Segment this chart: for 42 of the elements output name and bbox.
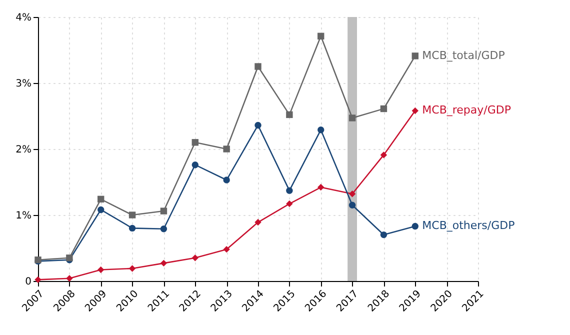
point — [128, 224, 136, 232]
point — [160, 208, 168, 214]
point — [223, 146, 230, 152]
point — [160, 260, 168, 267]
point — [286, 187, 293, 194]
point — [128, 212, 136, 218]
point — [192, 161, 198, 168]
point — [98, 206, 104, 214]
point — [380, 152, 388, 158]
point — [348, 114, 356, 122]
point — [380, 105, 388, 112]
point — [254, 63, 262, 70]
point — [254, 218, 262, 226]
point — [412, 222, 418, 230]
point — [66, 275, 73, 282]
y-tick-label: 2% — [16, 144, 32, 156]
point — [348, 202, 356, 208]
point — [128, 265, 136, 272]
point — [348, 190, 356, 198]
point — [98, 196, 104, 203]
series-label: MCB_repay/GDP — [422, 104, 512, 117]
point — [160, 226, 168, 232]
point — [192, 254, 198, 262]
series-label: MCB_total/GDP — [422, 48, 506, 62]
series-label: MCB_others/GDP — [422, 219, 516, 232]
point — [380, 231, 388, 238]
point — [412, 52, 418, 60]
y-tick-label: 3% — [16, 78, 32, 90]
point — [223, 176, 230, 184]
point — [223, 246, 230, 253]
point — [318, 126, 324, 134]
point — [318, 184, 324, 191]
y-tick-label: 4% — [16, 12, 32, 24]
point — [254, 122, 262, 129]
point — [286, 200, 293, 208]
y-tick-label: 0 — [25, 276, 32, 288]
point — [98, 266, 104, 274]
point — [318, 32, 324, 40]
point — [286, 111, 293, 118]
point — [412, 107, 418, 114]
y-tick-label: 1% — [16, 210, 32, 222]
point — [192, 139, 198, 146]
